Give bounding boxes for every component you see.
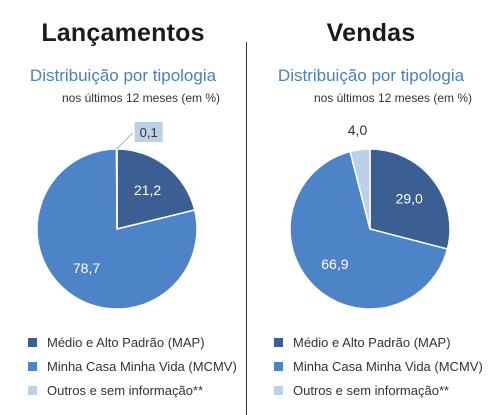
launches-pie-chart: 21,2 78,7 0,1 bbox=[36, 122, 198, 310]
panel-divider bbox=[246, 42, 247, 415]
sales-pie-chart: 29,0 66,9 4,0 bbox=[289, 122, 451, 310]
legend-item-map: Médio e Alto Padrão (MAP) bbox=[274, 330, 483, 354]
legend-swatch-mcmv bbox=[28, 361, 37, 371]
sales-unit-note: nos últimos 12 meses (em %) bbox=[313, 91, 472, 105]
sales-subtitle: Distribuição por tipologia bbox=[277, 66, 465, 85]
pie-slice-outros bbox=[349, 148, 371, 230]
sales-legend: Médio e Alto Padrão (MAP) Minha Casa Min… bbox=[274, 330, 483, 402]
pie-slice-outros bbox=[115, 148, 118, 230]
data-label-outros: 4,0 bbox=[348, 122, 368, 138]
pie-slice-map bbox=[116, 148, 196, 230]
legend-label-mcmv: Minha Casa Minha Vida (MCMV) bbox=[293, 358, 483, 374]
launches-panel: Lançamentos Distribuição por tipologia n… bbox=[0, 0, 246, 415]
legend-label-outros: Outros e sem informação** bbox=[47, 382, 204, 398]
legend-label-map: Médio e Alto Padrão (MAP) bbox=[47, 334, 205, 350]
legend-swatch-mcmv bbox=[274, 361, 283, 371]
data-label-map: 29,0 bbox=[396, 191, 423, 207]
legend-item-mcmv: Minha Casa Minha Vida (MCMV) bbox=[274, 354, 483, 378]
legend-label-map: Médio e Alto Padrão (MAP) bbox=[293, 334, 451, 350]
legend-label-outros: Outros e sem informação** bbox=[293, 382, 450, 398]
legend-swatch-map bbox=[274, 337, 283, 347]
sales-heading: Vendas bbox=[326, 19, 416, 47]
data-label-outros: 0,1 bbox=[140, 125, 158, 140]
launches-heading: Lançamentos bbox=[41, 19, 205, 47]
callout-box-outros bbox=[134, 122, 163, 142]
data-label-mcmv: 66,9 bbox=[321, 256, 348, 272]
pie-slice-map bbox=[369, 148, 451, 250]
launches-unit-note: nos últimos 12 meses (em %) bbox=[61, 91, 220, 105]
legend-label-mcmv: Minha Casa Minha Vida (MCMV) bbox=[47, 358, 237, 374]
launches-subtitle: Distribuição por tipologia bbox=[29, 66, 217, 85]
legend-item-outros: Outros e sem informação** bbox=[274, 378, 483, 402]
data-label-map: 21,2 bbox=[134, 182, 161, 198]
legend-item-mcmv: Minha Casa Minha Vida (MCMV) bbox=[28, 354, 237, 378]
legend-swatch-outros bbox=[274, 385, 283, 395]
launches-legend: Médio e Alto Padrão (MAP) Minha Casa Min… bbox=[28, 330, 237, 402]
data-label-mcmv: 78,7 bbox=[73, 260, 100, 276]
legend-item-map: Médio e Alto Padrão (MAP) bbox=[28, 330, 237, 354]
legend-swatch-outros bbox=[28, 385, 37, 395]
legend-swatch-map bbox=[28, 337, 37, 347]
pie-slice-mcmv bbox=[289, 150, 449, 310]
sales-panel: Vendas Distribuição por tipologia nos úl… bbox=[248, 0, 494, 415]
callout-line-outros bbox=[116, 132, 134, 150]
legend-item-outros: Outros e sem informação** bbox=[28, 378, 237, 402]
